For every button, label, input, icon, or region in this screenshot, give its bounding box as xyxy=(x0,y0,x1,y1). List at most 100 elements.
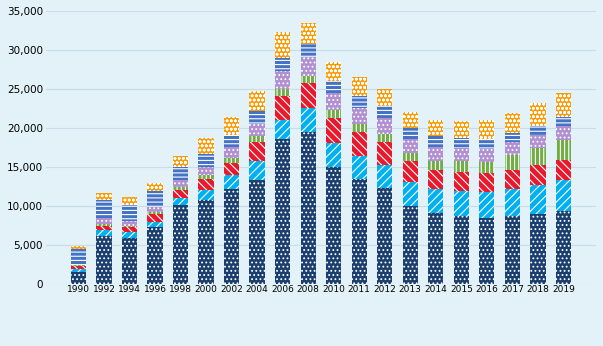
Bar xyxy=(122,227,137,232)
Bar xyxy=(326,62,341,81)
Bar xyxy=(275,58,290,72)
Bar xyxy=(428,147,443,161)
Bar xyxy=(352,132,367,156)
Bar xyxy=(326,118,341,143)
Bar xyxy=(96,218,112,224)
Bar xyxy=(556,117,571,126)
Bar xyxy=(71,249,86,265)
Bar xyxy=(275,96,290,120)
Bar xyxy=(71,272,86,284)
Bar xyxy=(96,230,112,236)
Bar xyxy=(403,161,418,182)
Bar xyxy=(352,156,367,179)
Bar xyxy=(275,72,290,89)
Bar xyxy=(275,120,290,139)
Bar xyxy=(352,77,367,96)
Bar xyxy=(403,112,418,128)
Bar xyxy=(556,126,571,140)
Bar xyxy=(224,163,239,175)
Bar xyxy=(479,192,494,218)
Bar xyxy=(173,187,188,190)
Bar xyxy=(250,111,265,124)
Bar xyxy=(198,167,214,175)
Bar xyxy=(173,198,188,205)
Bar xyxy=(250,124,265,136)
Bar xyxy=(479,120,494,139)
Bar xyxy=(428,136,443,147)
Bar xyxy=(122,226,137,227)
Bar xyxy=(224,189,239,284)
Bar xyxy=(505,142,520,155)
Bar xyxy=(530,148,546,165)
Bar xyxy=(198,154,214,167)
Bar xyxy=(352,124,367,132)
Bar xyxy=(428,161,443,170)
Bar xyxy=(224,135,239,147)
Bar xyxy=(147,215,163,221)
Bar xyxy=(479,218,494,284)
Bar xyxy=(250,136,265,142)
Bar xyxy=(122,220,137,226)
Bar xyxy=(403,153,418,161)
Bar xyxy=(71,265,86,266)
Bar xyxy=(403,139,418,153)
Bar xyxy=(326,143,341,167)
Bar xyxy=(122,238,137,284)
Bar xyxy=(300,108,316,132)
Bar xyxy=(250,91,265,111)
Bar xyxy=(377,118,393,134)
Bar xyxy=(198,180,214,190)
Bar xyxy=(326,167,341,284)
Bar xyxy=(71,269,86,272)
Bar xyxy=(96,226,112,230)
Bar xyxy=(96,224,112,226)
Bar xyxy=(250,180,265,284)
Bar xyxy=(147,191,163,207)
Bar xyxy=(530,126,546,135)
Bar xyxy=(505,216,520,284)
Bar xyxy=(300,83,316,108)
Bar xyxy=(453,138,469,148)
Bar xyxy=(403,128,418,139)
Bar xyxy=(556,160,571,180)
Bar xyxy=(326,81,341,93)
Bar xyxy=(352,108,367,124)
Bar xyxy=(198,200,214,284)
Bar xyxy=(224,175,239,189)
Bar xyxy=(147,227,163,284)
Bar xyxy=(530,165,546,185)
Bar xyxy=(224,158,239,163)
Bar xyxy=(530,185,546,213)
Bar xyxy=(71,246,86,249)
Bar xyxy=(224,147,239,158)
Bar xyxy=(556,180,571,211)
Bar xyxy=(505,170,520,189)
Bar xyxy=(505,133,520,142)
Bar xyxy=(453,216,469,284)
Bar xyxy=(326,93,341,110)
Bar xyxy=(453,162,469,172)
Bar xyxy=(300,23,316,44)
Bar xyxy=(453,121,469,138)
Bar xyxy=(428,170,443,189)
Bar xyxy=(453,172,469,191)
Bar xyxy=(556,140,571,160)
Bar xyxy=(275,139,290,284)
Bar xyxy=(505,155,520,170)
Bar xyxy=(453,148,469,162)
Bar xyxy=(352,179,367,284)
Bar xyxy=(530,103,546,126)
Bar xyxy=(352,96,367,108)
Bar xyxy=(122,205,137,220)
Bar xyxy=(300,132,316,284)
Bar xyxy=(428,213,443,284)
Bar xyxy=(300,57,316,75)
Bar xyxy=(505,189,520,216)
Bar xyxy=(530,135,546,148)
Bar xyxy=(377,134,393,142)
Bar xyxy=(403,206,418,284)
Bar xyxy=(300,44,316,57)
Legend: ブラジル, フィリピン, 中国, ベトナム, ペルー, 韓国, その他: ブラジル, フィリピン, 中国, ベトナム, ペルー, 韓国, その他 xyxy=(184,343,458,346)
Bar xyxy=(250,142,265,162)
Bar xyxy=(173,190,188,198)
